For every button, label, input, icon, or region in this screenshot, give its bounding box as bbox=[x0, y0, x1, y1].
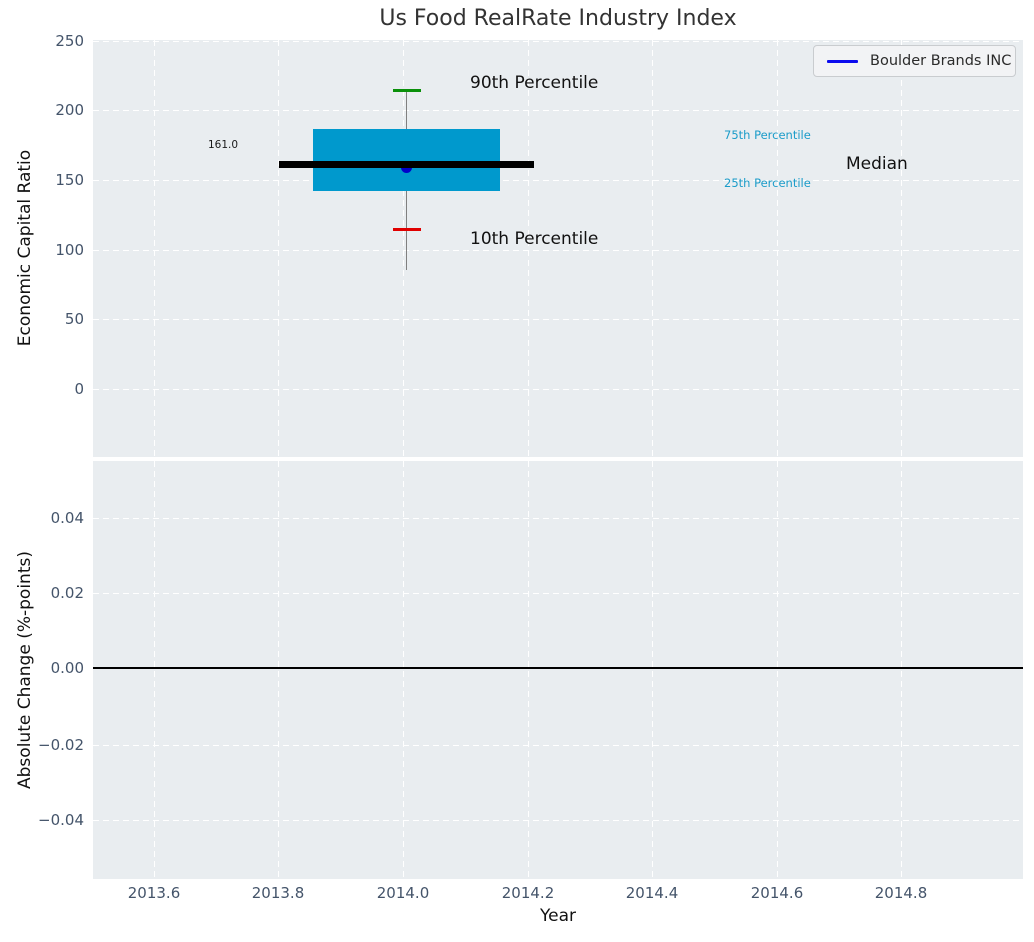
xtick: 2014.4 bbox=[625, 884, 679, 902]
ytick: 200 bbox=[55, 101, 84, 119]
gridline-v bbox=[154, 40, 155, 457]
ytick: 0 bbox=[74, 380, 84, 398]
gridline-v bbox=[403, 40, 404, 457]
ytick: −0.02 bbox=[38, 736, 84, 754]
gridline-h bbox=[93, 389, 1023, 390]
gridline-h bbox=[93, 250, 1023, 251]
gridline-v bbox=[403, 461, 404, 879]
xtick: 2013.8 bbox=[251, 884, 305, 902]
gridline-v bbox=[777, 40, 778, 457]
gridline-v bbox=[652, 40, 653, 457]
xtick: 2014.8 bbox=[874, 884, 928, 902]
xtick: 2014.2 bbox=[501, 884, 555, 902]
gridline-h bbox=[93, 110, 1023, 111]
annotation-25th-percentile: 25th Percentile bbox=[724, 176, 811, 190]
ytick: 100 bbox=[55, 241, 84, 259]
zero-baseline bbox=[93, 667, 1023, 669]
gridline-v bbox=[901, 461, 902, 879]
y-axis-label-bottom: Absolute Change (%-points) bbox=[15, 551, 35, 789]
bottom-plot-area bbox=[93, 461, 1023, 879]
gridline-h bbox=[93, 745, 1023, 746]
annotation-10th-percentile: 10th Percentile bbox=[470, 229, 599, 249]
gridline-h bbox=[93, 518, 1023, 519]
annotation-90th-percentile: 90th Percentile bbox=[470, 73, 599, 93]
legend-line-icon bbox=[827, 59, 858, 63]
top-plot-area: 90th Percentile 10th Percentile 161.0 75… bbox=[93, 40, 1023, 457]
ytick: 250 bbox=[55, 32, 84, 50]
cap-10th-percentile bbox=[393, 228, 421, 231]
annotation-75th-percentile: 75th Percentile bbox=[724, 128, 811, 142]
iqr-box bbox=[313, 129, 500, 191]
chart-title: Us Food RealRate Industry Index bbox=[379, 6, 737, 31]
ytick: 0.02 bbox=[50, 584, 84, 602]
gridline-v bbox=[901, 40, 902, 457]
x-axis-label: Year bbox=[540, 906, 576, 926]
gridline-v bbox=[154, 461, 155, 879]
ytick: 0.00 bbox=[50, 659, 84, 677]
xtick: 2013.6 bbox=[127, 884, 181, 902]
cap-90th-percentile bbox=[393, 89, 421, 92]
legend: Boulder Brands INC bbox=[813, 45, 1016, 77]
gridline-v bbox=[528, 461, 529, 879]
gridline-h bbox=[93, 593, 1023, 594]
ytick: 150 bbox=[55, 171, 84, 189]
gridline-h bbox=[93, 180, 1023, 181]
gridline-v bbox=[278, 40, 279, 457]
xtick: 2014.6 bbox=[750, 884, 804, 902]
gridline-h bbox=[93, 41, 1023, 42]
ytick: 50 bbox=[64, 310, 84, 328]
gridline-h bbox=[93, 319, 1023, 320]
annotation-median: Median bbox=[846, 154, 908, 174]
ytick: 0.04 bbox=[50, 509, 84, 527]
gridline-v bbox=[528, 40, 529, 457]
gridline-v bbox=[652, 461, 653, 879]
legend-label: Boulder Brands INC bbox=[870, 53, 1012, 69]
ytick: −0.04 bbox=[38, 811, 84, 829]
annotation-median-value: 161.0 bbox=[208, 139, 239, 151]
gridline-v bbox=[777, 461, 778, 879]
gridline-v bbox=[278, 461, 279, 879]
gridline-h bbox=[93, 820, 1023, 821]
xtick: 2014.0 bbox=[376, 884, 430, 902]
y-axis-label-top: Economic Capital Ratio bbox=[15, 149, 35, 347]
median-line bbox=[279, 161, 534, 168]
